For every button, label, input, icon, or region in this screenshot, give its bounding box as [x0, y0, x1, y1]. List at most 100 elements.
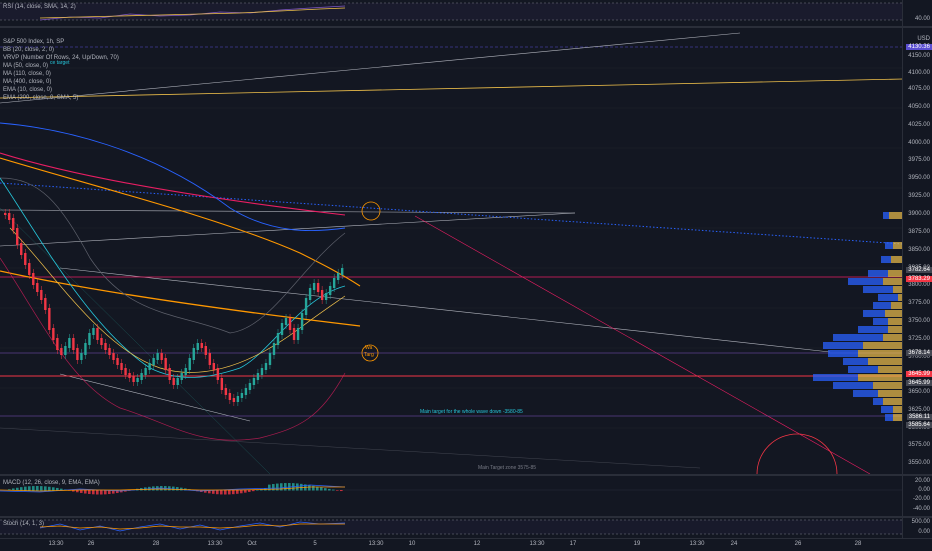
macd-histogram-bar — [40, 486, 43, 491]
rsi-axis[interactable]: 40.00 — [902, 0, 932, 26]
candle-body — [272, 343, 276, 355]
price-label: 3783.29 — [906, 276, 932, 282]
macd-pane[interactable]: MACD (12, 26, close, 9, EMA, EMA) 20.00 … — [0, 476, 932, 516]
price-tick: 4025.00 — [908, 122, 930, 128]
candle-body — [124, 368, 127, 375]
candle-body — [312, 283, 316, 290]
volume-profile-up-bar — [863, 286, 893, 293]
time-tick: 13:30 — [48, 541, 64, 547]
candle-body — [20, 243, 23, 255]
rsi-legend: RSI (14, close, SMA, 14, 2) — [3, 4, 76, 10]
stoch-tick: 500.00 — [911, 519, 930, 525]
time-tick: Oct — [247, 541, 257, 547]
macd-histogram-bar — [272, 484, 275, 491]
time-tick: 26 — [794, 541, 802, 547]
candle-body — [112, 353, 115, 360]
rsi-plot — [0, 2, 903, 21]
candle-body — [92, 328, 95, 335]
macd-axis[interactable]: 20.00 0.00 -20.00 -40.00 — [902, 476, 932, 516]
stoch-axis[interactable]: 500.00 0.00 — [902, 518, 932, 538]
macd-histogram-bar — [276, 483, 279, 491]
main-chart-pane[interactable]: S&P 500 Index, 1h, SP BB (20, close, 2, … — [0, 28, 932, 474]
candles — [4, 209, 344, 406]
macd-histogram-bar — [284, 483, 287, 491]
main-target-text: Main target for the whole wave down -358… — [420, 409, 523, 415]
price-tick: 3625.00 — [908, 407, 930, 413]
volume-profile-up-bar — [823, 342, 863, 349]
trendline-red-diag — [414, 215, 871, 474]
stoch-pane[interactable]: Stoch (14, 1, 3) 500.00 0.00 — [0, 518, 932, 538]
volume-profile-down-bar — [889, 212, 903, 219]
target-arc — [756, 433, 838, 474]
macd-histogram-bar — [20, 487, 23, 491]
volume-profile-up-bar — [885, 414, 893, 421]
candle-body — [292, 328, 296, 340]
macd-histogram-bar — [84, 490, 87, 494]
macd-plot — [0, 483, 903, 495]
macd-histogram-bar — [204, 490, 207, 493]
candle-body — [316, 283, 320, 292]
candle-body — [244, 388, 248, 395]
candle-body — [24, 253, 27, 265]
main-plot[interactable] — [0, 28, 903, 474]
candle-body — [144, 368, 147, 375]
macd-histogram-bar — [328, 488, 331, 491]
candle-body — [120, 363, 123, 370]
price-axis[interactable]: USD 4150.00 4100.00 4075.00 4050.00 4025… — [902, 28, 932, 474]
candle-body — [96, 328, 99, 340]
price-label: 3678.14 — [906, 350, 932, 356]
macd-histogram-bar — [24, 486, 27, 491]
candle-body — [52, 328, 55, 340]
price-tick: 4050.00 — [908, 104, 930, 110]
candle-body — [336, 273, 340, 280]
candle-body — [64, 346, 67, 355]
time-axis[interactable]: 13:30 26 28 13:30 Oct 5 13:30 10 12 13:3… — [0, 538, 932, 551]
macd-histogram-bar — [176, 487, 179, 491]
diag-faint — [0, 427, 701, 469]
volume-profile-up-bar — [873, 318, 888, 325]
target-circle-top — [361, 201, 381, 221]
price-label: 3645.99 — [906, 371, 932, 377]
rsi-pane[interactable]: RSI (14, close, SMA, 14, 2) 40.00 — [0, 0, 932, 26]
ma110-line — [0, 122, 346, 232]
price-tick: 3750.00 — [908, 318, 930, 324]
macd-histogram-bar — [340, 490, 343, 492]
main-target-zone-text: Main Target zone 3575-85 — [478, 465, 537, 471]
pane-separator[interactable] — [0, 26, 932, 28]
pane-separator[interactable] — [0, 474, 932, 476]
candle-body — [180, 373, 183, 380]
price-tick: 3875.00 — [908, 229, 930, 235]
legend-ma110: MA (110, close, 0) — [3, 71, 51, 77]
macd-histogram-bar — [92, 490, 95, 495]
candle-body — [100, 338, 103, 345]
price-tick: 3650.00 — [908, 389, 930, 395]
macd-legend: MACD (12, 26, close, 9, EMA, EMA) — [3, 480, 100, 486]
candle-body — [236, 396, 240, 402]
price-tick: 4075.00 — [908, 86, 930, 92]
candle-body — [8, 213, 11, 220]
circle-label-1: Wa — [365, 345, 373, 351]
pane-separator[interactable] — [0, 516, 932, 518]
candle-body — [116, 358, 119, 365]
grid — [0, 67, 903, 429]
macd-histogram-bar — [212, 490, 215, 494]
candle-body — [280, 323, 284, 335]
bb-lower — [0, 257, 346, 441]
time-tick: 13:30 — [529, 541, 545, 547]
time-tick: 13:30 — [368, 541, 384, 547]
macd-histogram-bar — [72, 490, 75, 492]
macd-histogram-bar — [244, 490, 247, 493]
macd-histogram-bar — [216, 490, 219, 495]
candle-body — [68, 338, 71, 348]
candle-body — [76, 348, 79, 360]
macd-histogram-bar — [12, 488, 15, 491]
price-tick: USD — [917, 36, 930, 42]
candle-body — [176, 378, 179, 385]
ma50-line — [0, 270, 361, 327]
candle-body — [148, 363, 151, 370]
volume-profile-down-bar — [863, 342, 903, 349]
macd-histogram-bar — [32, 486, 35, 491]
volume-profile-down-bar — [858, 350, 903, 357]
candle-body — [60, 348, 63, 355]
macd-histogram-bar — [312, 485, 315, 491]
